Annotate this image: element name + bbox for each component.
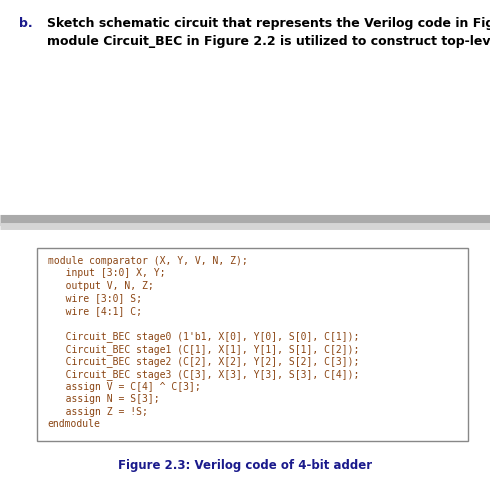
FancyBboxPatch shape [37, 248, 468, 441]
Text: module comparator (X, Y, V, N, Z);: module comparator (X, Y, V, N, Z); [48, 256, 247, 266]
Text: input [3:0] X, Y;: input [3:0] X, Y; [48, 268, 165, 278]
Text: assign V = C[4] ^ C[3];: assign V = C[4] ^ C[3]; [48, 382, 200, 392]
Text: assign N = S[3];: assign N = S[3]; [48, 394, 159, 404]
Text: output V, N, Z;: output V, N, Z; [48, 281, 153, 291]
Text: b.: b. [19, 17, 32, 30]
Text: Circuit_BEC stage1 (C[1], X[1], Y[1], S[1], C[2]);: Circuit_BEC stage1 (C[1], X[1], Y[1], S[… [48, 344, 359, 355]
Text: Sketch schematic circuit that represents the Verilog code in Figure 2.3. Assumin: Sketch schematic circuit that represents… [47, 17, 490, 30]
Text: wire [4:1] C;: wire [4:1] C; [48, 306, 142, 316]
Text: wire [3:0] S;: wire [3:0] S; [48, 294, 142, 303]
Text: Figure 2.3: Verilog code of 4-bit adder: Figure 2.3: Verilog code of 4-bit adder [118, 459, 372, 472]
Text: module Circuit_BEC in Figure 2.2 is utilized to construct top-level module in Fi: module Circuit_BEC in Figure 2.2 is util… [47, 35, 490, 48]
Text: endmodule: endmodule [48, 419, 100, 430]
Text: Circuit_BEC stage0 (1'b1, X[0], Y[0], S[0], C[1]);: Circuit_BEC stage0 (1'b1, X[0], Y[0], S[… [48, 331, 359, 342]
Text: assign Z = !S;: assign Z = !S; [48, 407, 147, 417]
Text: Circuit_BEC stage3 (C[3], X[3], Y[3], S[3], C[4]);: Circuit_BEC stage3 (C[3], X[3], Y[3], S[… [48, 369, 359, 380]
Text: Circuit_BEC stage2 (C[2], X[2], Y[2], S[2], C[3]);: Circuit_BEC stage2 (C[2], X[2], Y[2], S[… [48, 356, 359, 367]
